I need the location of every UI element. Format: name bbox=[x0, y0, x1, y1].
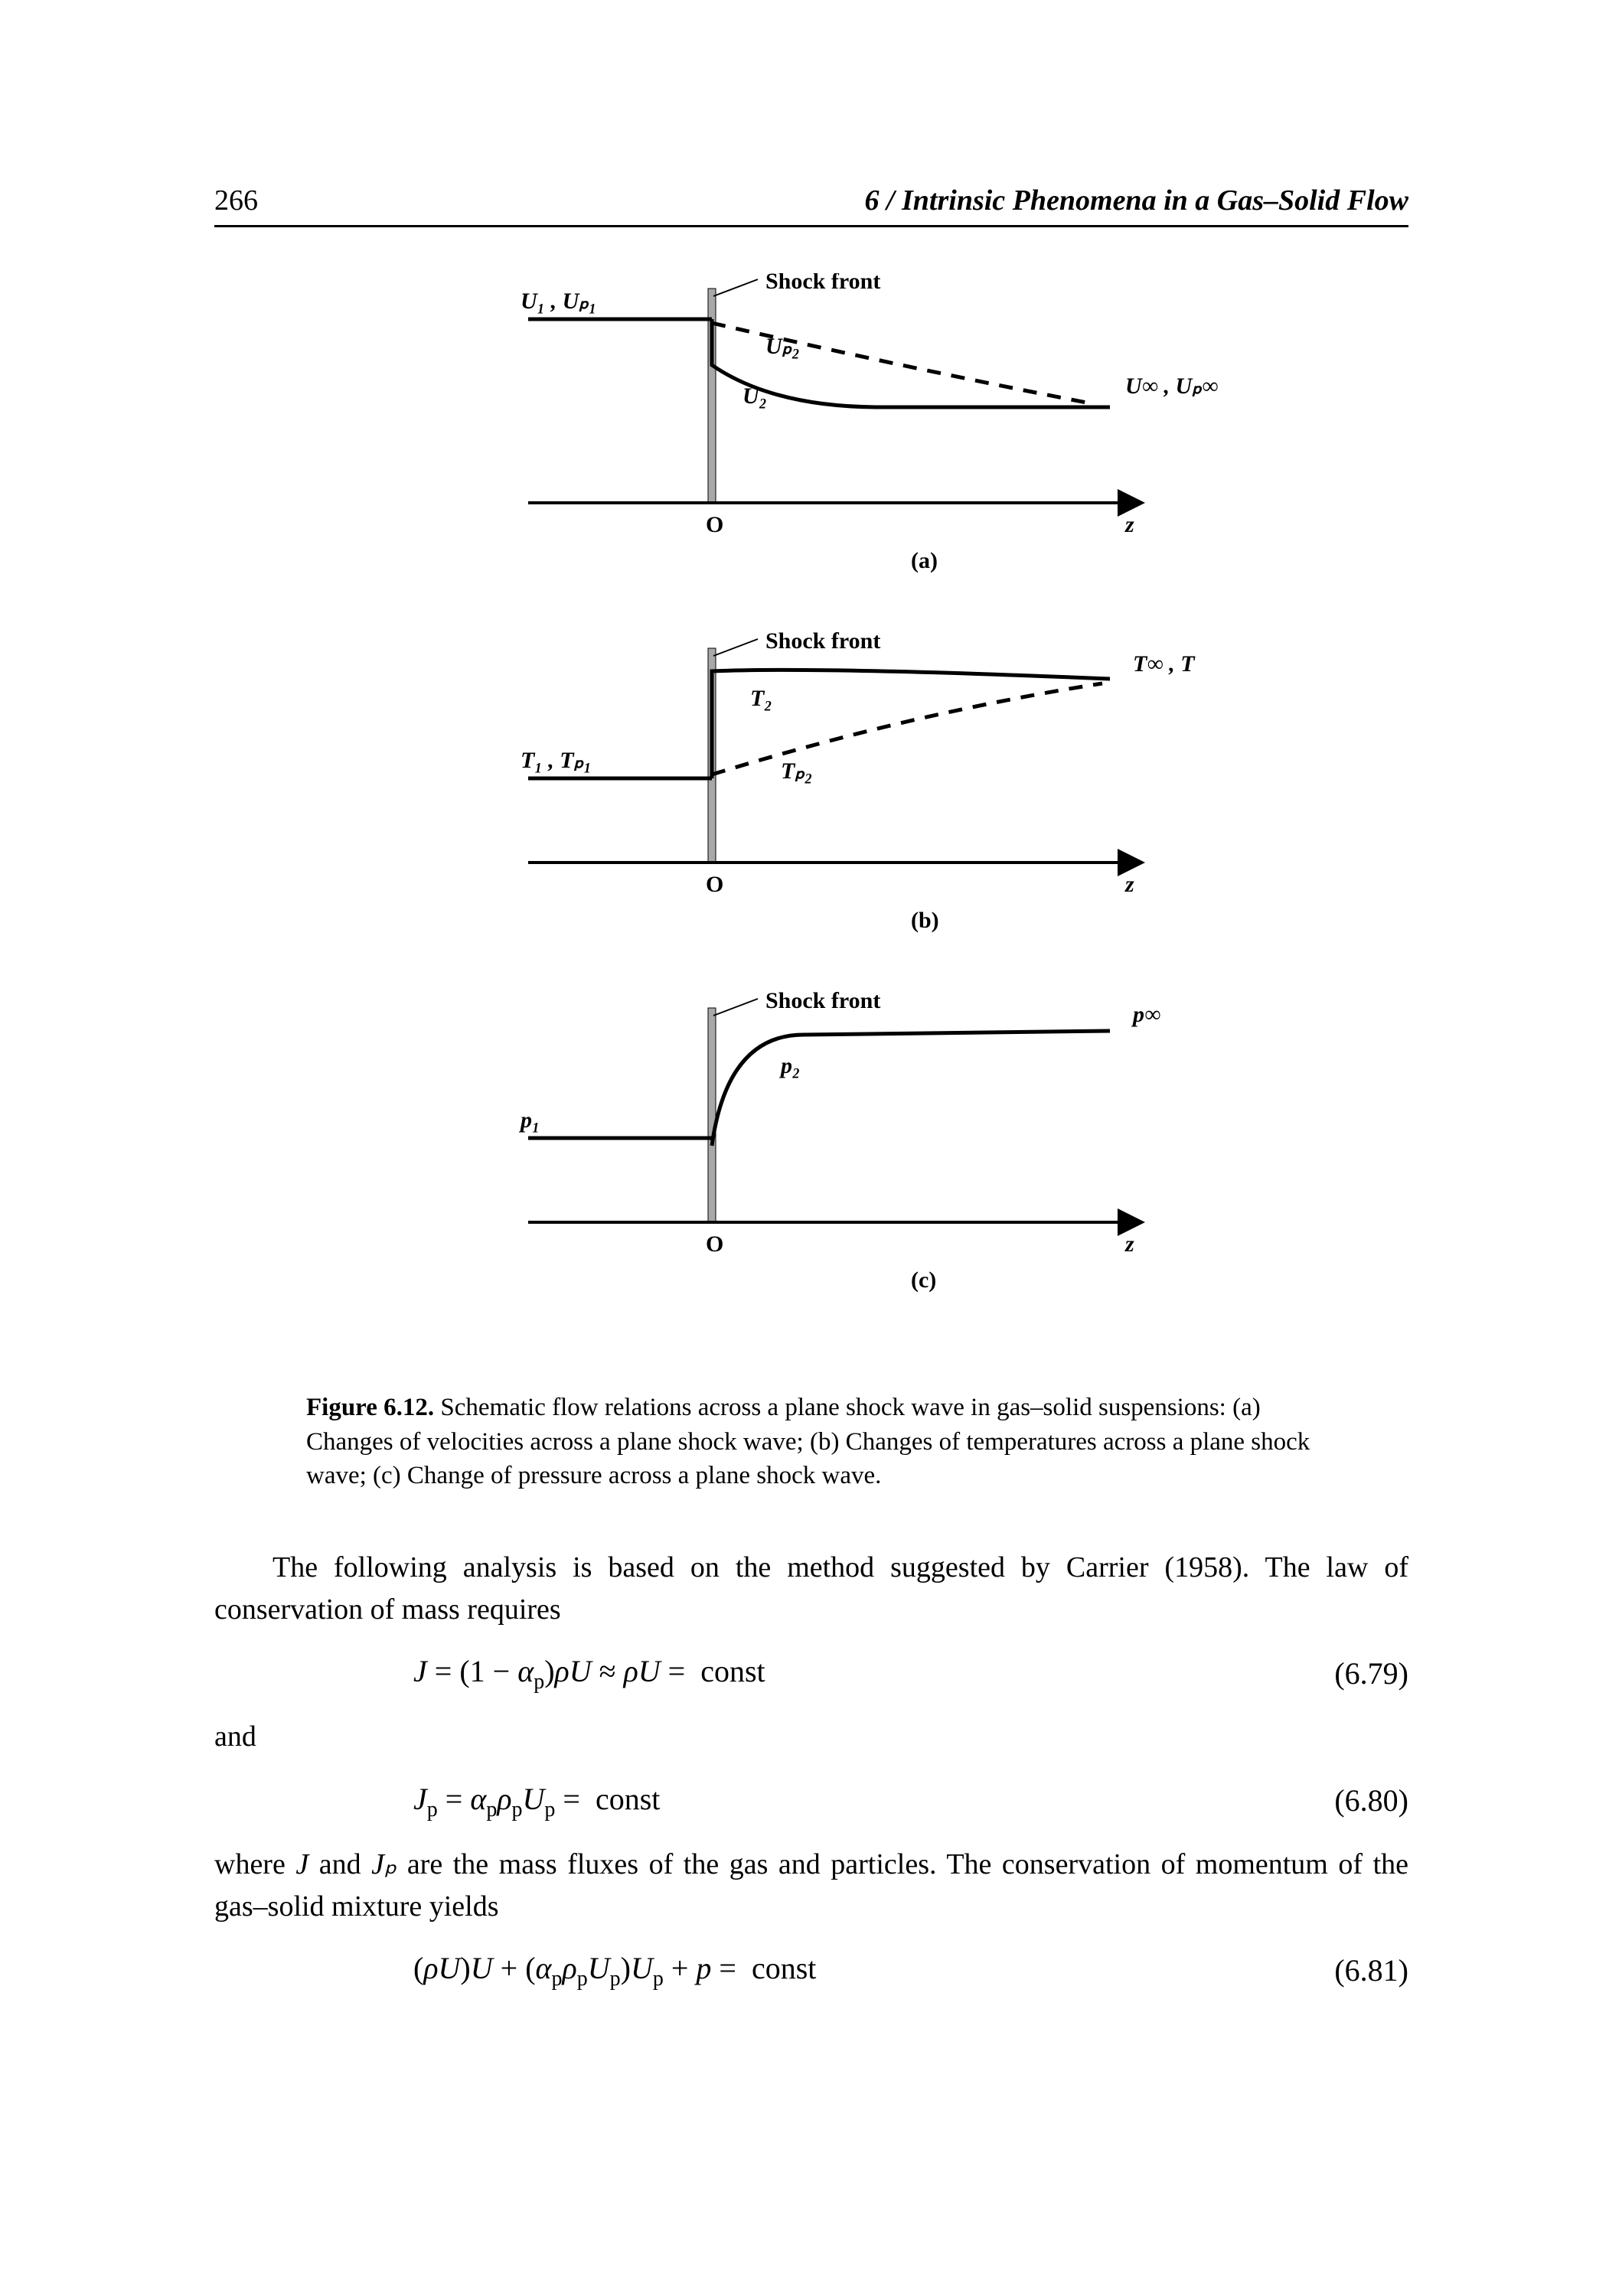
eq-num-3: (6.81) bbox=[1286, 1949, 1408, 1993]
eq-num-2: (6.80) bbox=[1286, 1779, 1408, 1823]
svg-text:Shock front: Shock front bbox=[765, 273, 880, 294]
svg-text:(b): (b) bbox=[911, 908, 939, 933]
equation-6-81: (ρU)U + (αpρpUp)Up + p = const (6.81) bbox=[214, 1946, 1408, 1995]
svg-text:U₂: U₂ bbox=[742, 383, 767, 409]
running-head: 266 6 / Intrinsic Phenomena in a Gas–Sol… bbox=[214, 184, 1408, 227]
svg-text:U∞ , Uₚ∞: U∞ , Uₚ∞ bbox=[1125, 373, 1218, 399]
paragraph-1: The following analysis is based on the m… bbox=[214, 1547, 1408, 1631]
svg-text:p₁: p₁ bbox=[518, 1107, 540, 1133]
body-text: The following analysis is based on the m… bbox=[214, 1547, 1408, 1995]
svg-text:Shock front: Shock front bbox=[765, 628, 880, 654]
and-text: and bbox=[214, 1716, 1408, 1758]
svg-text:p₂: p₂ bbox=[778, 1053, 800, 1078]
svg-text:(a): (a) bbox=[911, 548, 938, 573]
equation-6-79: J = (1 − αp)ρU ≈ ρU = const (6.79) bbox=[214, 1649, 1408, 1698]
svg-text:U₁ , Uₚ₁: U₁ , Uₚ₁ bbox=[521, 289, 597, 314]
eq-num-1: (6.79) bbox=[1286, 1652, 1408, 1696]
caption-lead: Figure 6.12. bbox=[306, 1394, 434, 1421]
figure-6-12: Shock front Oz (a) U₁ , Uₚ₁ Uₚ₂ U₂ U∞ , Uₚ∞ Sho… bbox=[214, 273, 1408, 1360]
svg-text:T₁ , Tₚ₁: T₁ , Tₚ₁ bbox=[521, 748, 592, 773]
svg-text:Uₚ₂: Uₚ₂ bbox=[765, 334, 800, 359]
paragraph-2: where J and Jₚ are the mass fluxes of th… bbox=[214, 1844, 1408, 1928]
svg-text:p∞: p∞ bbox=[1131, 1002, 1160, 1027]
page-number: 266 bbox=[214, 184, 258, 217]
running-title: 6 / Intrinsic Phenomena in a Gas–Solid F… bbox=[864, 184, 1408, 217]
eq-body-2: Jp = αpρpUp = const bbox=[413, 1782, 660, 1816]
equation-6-80: Jp = αpρpUp = const (6.80) bbox=[214, 1777, 1408, 1826]
caption-text-1: Schematic flow relations across a plane … bbox=[440, 1394, 1226, 1421]
eq-body-1: J = (1 − αp)ρU ≈ ρU = const bbox=[413, 1654, 765, 1688]
svg-text:T₂: T₂ bbox=[750, 686, 772, 711]
svg-text:Shock front: Shock front bbox=[765, 988, 880, 1013]
svg-text:O: O bbox=[706, 872, 723, 897]
svg-text:(c): (c) bbox=[911, 1267, 936, 1293]
svg-text:T∞ , T: T∞ , T bbox=[1133, 651, 1196, 677]
svg-text:O: O bbox=[706, 512, 723, 537]
figure-caption: Figure 6.12. Schematic flow relations ac… bbox=[306, 1391, 1317, 1493]
svg-text:O: O bbox=[706, 1231, 723, 1257]
svg-text:z: z bbox=[1124, 512, 1134, 537]
svg-text:Tₚ₂: Tₚ₂ bbox=[781, 758, 813, 784]
svg-text:z: z bbox=[1124, 872, 1134, 897]
svg-text:z: z bbox=[1124, 1231, 1134, 1257]
eq-body-3: (ρU)U + (αpρpUp)Up + p = const bbox=[413, 1951, 816, 1985]
